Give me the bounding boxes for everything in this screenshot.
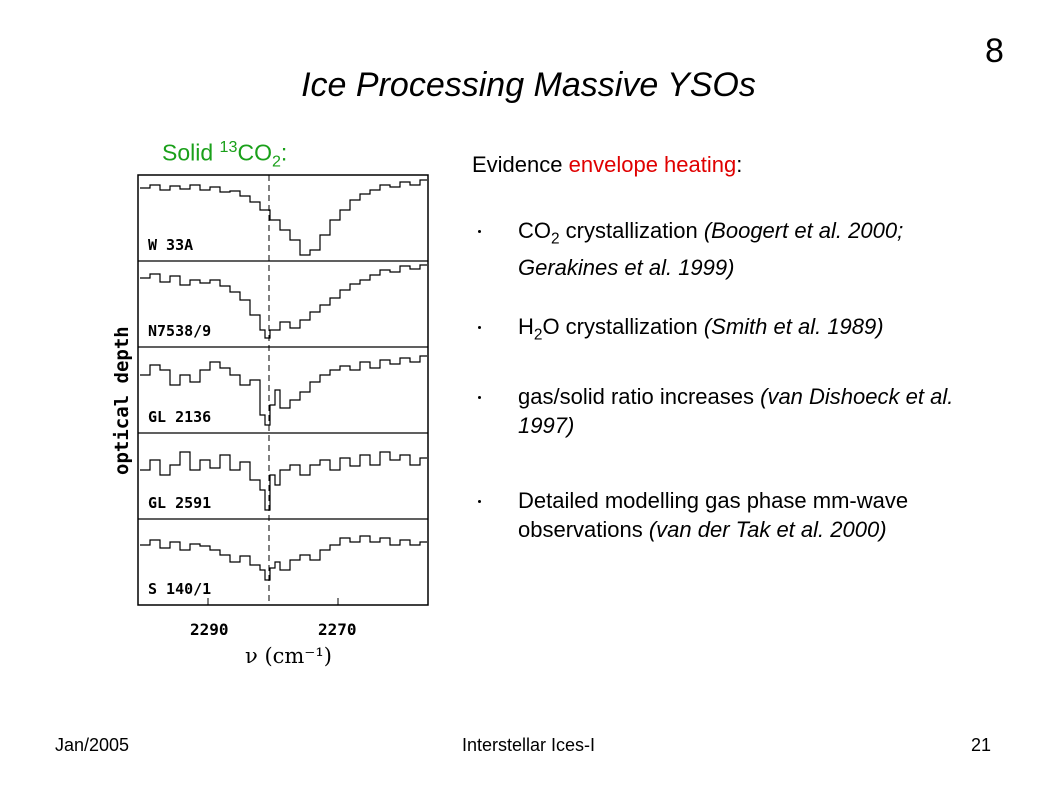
slide-title: Ice Processing Massive YSOs bbox=[301, 66, 756, 104]
x-axis-label: ν (cm⁻¹) bbox=[245, 644, 332, 668]
bullet-pre: H bbox=[518, 314, 534, 339]
footer-date: Jan/2005 bbox=[55, 735, 130, 755]
bullet-ref: (Boogert et al. 2000; Gerakines et al. 1… bbox=[518, 218, 904, 281]
bullet-dot-icon bbox=[478, 326, 481, 329]
panel-label-gl2591: GL 2591 bbox=[148, 494, 211, 512]
figure-label-co: CO bbox=[237, 139, 272, 166]
footer-page-number: 21 bbox=[971, 735, 992, 755]
spectra-figure: W 33A N7538/9 GL 2136 GL 2591 S 140/1 22… bbox=[111, 174, 429, 668]
x-tick-label-2290: 2290 bbox=[190, 620, 229, 639]
evidence-highlight: envelope heating bbox=[568, 152, 737, 177]
panel-label-n7538: N7538/9 bbox=[148, 322, 211, 340]
evidence-heading: Evidence envelope heating: bbox=[472, 152, 742, 178]
bullet-sub: 2 bbox=[533, 326, 543, 344]
panel-label-w33a: W 33A bbox=[148, 236, 193, 254]
slide-number: 8 bbox=[985, 32, 1004, 70]
evidence-suffix: : bbox=[736, 152, 743, 177]
spectrum-gl2136 bbox=[140, 355, 427, 426]
panel-label-s140: S 140/1 bbox=[148, 580, 211, 598]
bullet-ref: (Smith et al. 1989) bbox=[703, 314, 884, 339]
figure-frame bbox=[137, 174, 429, 606]
bullet-dot-icon bbox=[478, 500, 481, 503]
spectrum-w33a bbox=[140, 179, 427, 256]
bullet-ref: (van der Tak et al. 2000) bbox=[648, 517, 887, 542]
figure-label-sub: 2 bbox=[271, 152, 281, 171]
bullet-dot-icon bbox=[478, 230, 481, 233]
bullet-text: Detailed modelling gas phase mm-wave obs… bbox=[518, 488, 909, 542]
panel-label-gl2136: GL 2136 bbox=[148, 408, 211, 426]
bullet-dot-icon bbox=[478, 396, 481, 399]
x-tick-label-2270: 2270 bbox=[318, 620, 357, 639]
bullet-text: gas/solid ratio increases bbox=[518, 384, 761, 409]
figure-label-text: Solid bbox=[162, 139, 220, 166]
figure-label-colon: : bbox=[280, 139, 288, 166]
y-axis-label: optical depth bbox=[111, 326, 133, 475]
spectrum-gl2591 bbox=[140, 451, 427, 511]
spectrum-n7538 bbox=[140, 264, 427, 339]
bullet-ref: (van Dishoeck et al. 1997) bbox=[518, 384, 954, 438]
figure-label-sup: 13 bbox=[219, 138, 238, 156]
figure-label: Solid 13CO2: bbox=[162, 138, 287, 171]
evidence-prefix: Evidence bbox=[472, 152, 569, 177]
bullet-pre: CO bbox=[518, 218, 551, 243]
spectrum-s140 bbox=[140, 535, 427, 581]
bullet-sub: 2 bbox=[551, 230, 560, 248]
bullet-text: O crystallization bbox=[542, 314, 704, 339]
footer-title: Interstellar Ices-I bbox=[461, 735, 596, 755]
bullet-text: crystallization bbox=[559, 218, 704, 243]
